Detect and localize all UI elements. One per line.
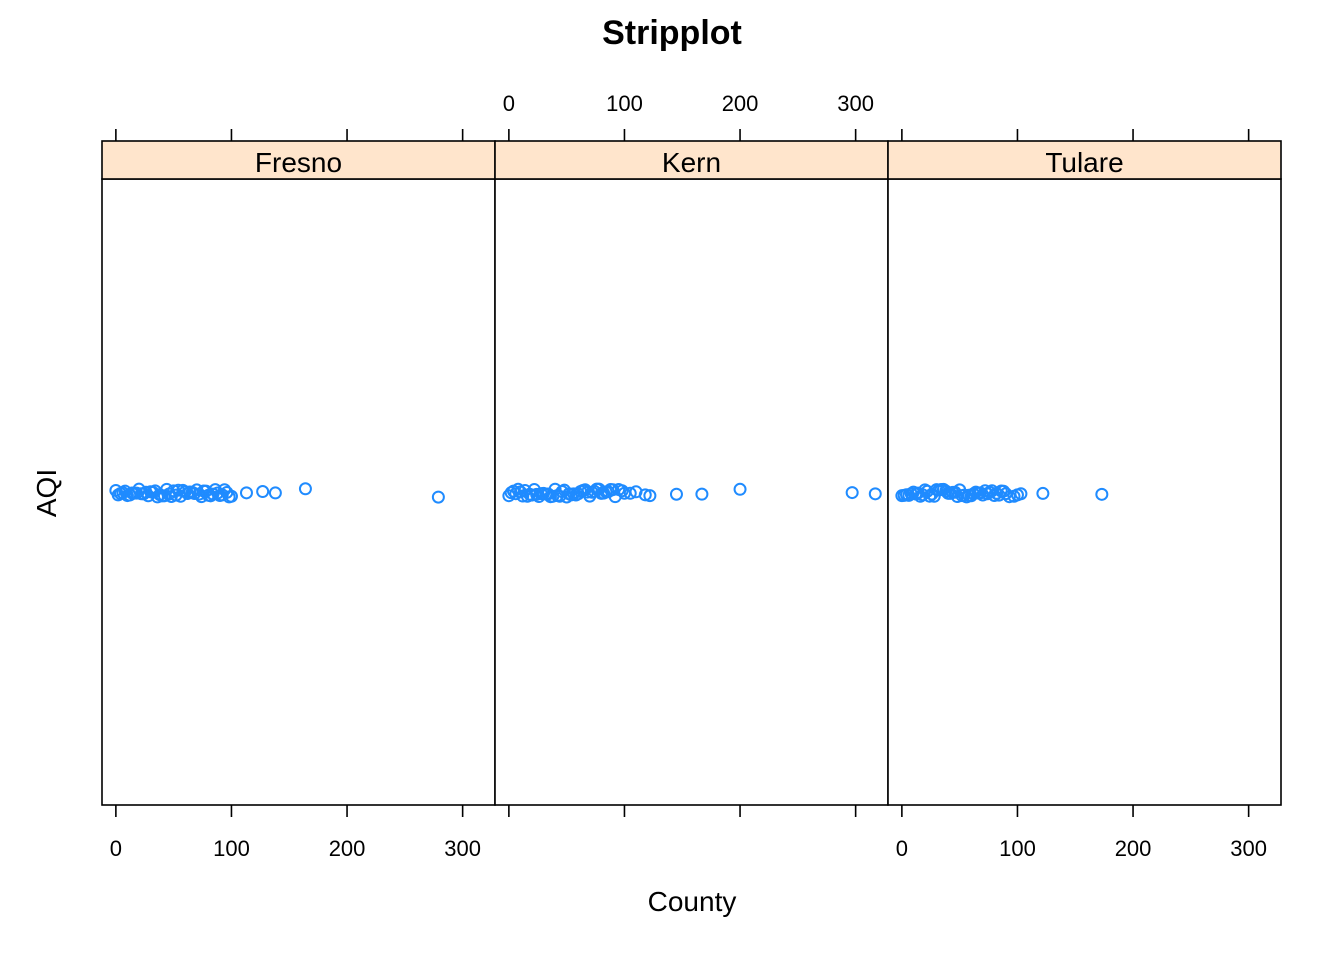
tick-label-tulare-300: 300: [1230, 836, 1267, 861]
data-point-kern: [638, 488, 652, 502]
y-axis-label: AQI: [31, 469, 62, 517]
tick-label-kern-0: 0: [503, 91, 515, 116]
data-point-kern: [695, 487, 709, 501]
tick-label-fresno-0: 0: [110, 836, 122, 861]
x-axis-label: County: [648, 886, 737, 917]
tick-label-fresno-300: 300: [444, 836, 481, 861]
data-point-fresno: [239, 486, 253, 500]
data-point-kern: [615, 484, 629, 498]
data-point-kern: [623, 486, 637, 500]
panels-group: Fresno 0 100 200 300 Kern 0 100 200 300 Tulare 0 100…: [101, 91, 1282, 861]
tick-label-kern-100: 100: [606, 91, 643, 116]
data-point-fresno: [431, 490, 445, 504]
data-point-kern: [733, 482, 747, 496]
data-point-fresno: [268, 486, 282, 500]
tick-label-kern-200: 200: [722, 91, 759, 116]
tick-label-tulare-100: 100: [999, 836, 1036, 861]
strip-label-tulare: Tulare: [1045, 147, 1123, 178]
data-point-kern: [845, 486, 859, 500]
data-point-tulare: [1036, 486, 1050, 500]
chart-title: Stripplot: [602, 14, 742, 52]
strip-tulare: [887, 140, 1282, 180]
data-point-tulare: [1002, 490, 1016, 504]
data-point-fresno: [298, 482, 312, 496]
tick-label-fresno-200: 200: [329, 836, 366, 861]
strip-fresno: [101, 140, 496, 180]
data-point-fresno: [256, 485, 270, 499]
strip-label-kern: Kern: [662, 147, 721, 178]
tick-label-tulare-200: 200: [1115, 836, 1152, 861]
data-point-kern: [643, 489, 657, 503]
strip-label-fresno: Fresno: [255, 147, 342, 178]
data-point-kern: [606, 483, 620, 497]
strip-kern: [494, 140, 889, 180]
tick-label-tulare-0: 0: [896, 836, 908, 861]
tick-label-fresno-100: 100: [213, 836, 250, 861]
data-point-tulare: [957, 488, 971, 502]
data-point-tulare: [1014, 487, 1028, 501]
data-point-kern: [669, 487, 683, 501]
data-point-tulare: [923, 489, 937, 503]
data-point-fresno: [224, 489, 238, 503]
tick-label-kern-300: 300: [837, 91, 874, 116]
data-point-kern: [868, 487, 882, 501]
data-point-tulare: [1095, 487, 1109, 501]
